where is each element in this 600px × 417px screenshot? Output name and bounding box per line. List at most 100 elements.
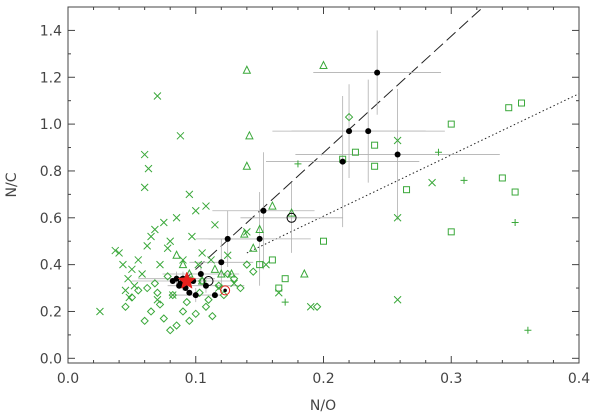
square-marker <box>511 188 519 196</box>
x-marker <box>140 183 149 192</box>
diamond-marker <box>140 316 149 326</box>
filled-dot-marker <box>186 289 193 296</box>
x-marker <box>188 232 196 241</box>
diamond-marker <box>146 307 156 316</box>
x-axis-label: N/O <box>310 398 336 414</box>
diamond-marker <box>185 316 194 326</box>
x-marker <box>306 302 315 311</box>
diamond-marker <box>127 293 137 302</box>
x-marker <box>198 249 206 257</box>
filled-dot-marker <box>365 128 372 135</box>
open-circle-marker <box>220 285 231 296</box>
x-marker <box>166 237 175 246</box>
filled-dot-marker <box>197 271 204 277</box>
diamond-marker <box>191 309 200 319</box>
x-marker <box>128 265 136 274</box>
x-marker <box>144 164 153 173</box>
square-marker <box>351 148 359 156</box>
x-marker <box>151 225 159 234</box>
x-marker <box>147 232 155 241</box>
x-marker <box>274 288 283 297</box>
triangle-marker <box>245 130 254 140</box>
triangle-marker <box>287 207 296 217</box>
x-marker <box>111 246 120 255</box>
x-marker <box>140 150 149 159</box>
diamond-marker <box>142 283 152 293</box>
diamond-marker <box>150 279 160 288</box>
square-marker <box>447 120 455 128</box>
diamond-marker <box>242 260 252 269</box>
x-marker <box>124 274 132 283</box>
x-marker <box>172 213 181 222</box>
square-marker <box>320 237 327 245</box>
filled-dot-marker <box>173 275 180 282</box>
diamond-marker <box>229 274 239 283</box>
square-marker <box>518 99 526 107</box>
filled-dot-marker <box>177 280 184 287</box>
plot-area-frame <box>67 6 580 364</box>
triangle-marker <box>242 161 252 170</box>
open-circle-marker <box>286 212 297 223</box>
x-marker <box>96 307 104 316</box>
x-tick-label: 0.3 <box>440 371 462 387</box>
x-marker <box>168 291 177 299</box>
diamond-marker <box>201 302 211 311</box>
x-marker <box>121 286 130 295</box>
circle-center-dot <box>223 288 227 293</box>
triangle-marker <box>242 65 252 74</box>
y-tick-label: 0.4 <box>40 258 62 274</box>
diamond-marker <box>204 295 213 304</box>
x-marker <box>393 136 402 145</box>
diamond-marker <box>312 302 322 311</box>
diamond-marker <box>344 112 354 122</box>
x-marker <box>138 270 146 278</box>
square-marker <box>498 174 506 182</box>
plus-marker <box>294 160 302 168</box>
square-marker <box>447 228 455 236</box>
square-marker <box>403 186 411 194</box>
diamond-marker <box>236 283 245 293</box>
x-tick-label: 0.0 <box>57 371 79 387</box>
y-tick-label: 0.8 <box>40 164 62 180</box>
triangle-marker <box>239 229 249 238</box>
diamond-marker <box>195 288 204 297</box>
y-tick-label: 0.6 <box>40 211 62 227</box>
x-marker <box>262 260 270 269</box>
diamond-marker <box>223 269 232 279</box>
filled-dot-marker <box>339 158 346 165</box>
diamond-marker <box>172 321 181 330</box>
square-marker <box>281 275 289 283</box>
x-marker <box>191 206 200 215</box>
diamond-marker <box>159 314 169 323</box>
diamond-marker <box>134 286 143 295</box>
diamond-marker <box>182 297 192 307</box>
triangle-marker <box>300 268 309 278</box>
y-tick-label: 1.2 <box>40 70 62 86</box>
square-marker <box>256 261 264 269</box>
diamond-marker <box>168 290 177 300</box>
y-tick-label: 1.0 <box>40 117 62 133</box>
diamond-marker <box>249 267 258 276</box>
plus-marker <box>511 218 519 226</box>
x-axis: 0.0 0.1 0.2 0.3 0.4 <box>57 7 590 387</box>
x-marker <box>156 260 164 269</box>
error-bars <box>131 30 500 303</box>
x-marker <box>185 190 194 199</box>
diamond-marker <box>163 272 172 281</box>
dotted-fit-line <box>246 93 580 254</box>
x-marker <box>242 227 251 236</box>
square-marker <box>268 256 276 264</box>
filled-dot-marker <box>211 292 218 299</box>
x-marker <box>393 213 402 222</box>
diamond-marker <box>155 300 165 309</box>
filled-dot-marker <box>224 235 231 242</box>
fit-lines <box>182 6 580 282</box>
x-marker <box>125 293 134 302</box>
filled-dot-marker <box>394 151 401 158</box>
filled-dot-marker <box>202 282 209 289</box>
square-marker <box>505 104 513 112</box>
x-marker <box>153 92 162 100</box>
plus-marker <box>434 148 442 156</box>
x-marker <box>428 178 436 187</box>
